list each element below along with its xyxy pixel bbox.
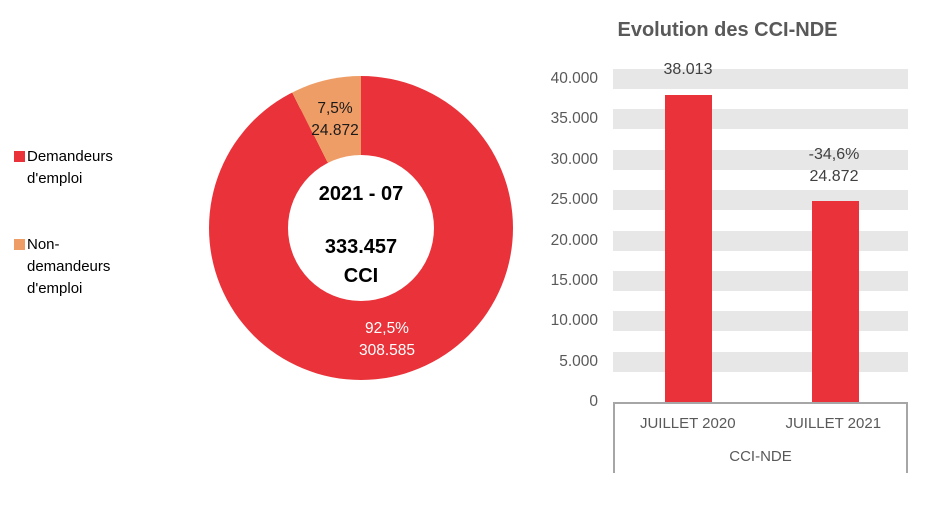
bar-data-label-2020: 38.013 [638,59,738,81]
bar-value-2021: 24.872 [809,168,859,185]
y-tick-label: 35.000 [550,110,598,128]
slice-value-demandeurs: 308.585 [358,342,416,359]
slice-label-non-demandeurs: 7,5% 24.872 [280,98,390,142]
donut-chart: 2021 - 07 333.457 CCI [209,76,513,380]
bar-juillet-2020 [665,95,712,402]
bar-chart-title: Evolution des CCI-NDE [617,19,838,41]
bar-plot-area [613,0,908,402]
grid-band [613,230,908,251]
legend-swatch-non-demandeurs [14,239,25,250]
bar-delta-2021: -34,6% [808,146,860,163]
bar-juillet-2021 [812,201,859,402]
y-tick-label: 10.000 [550,312,598,330]
grid-band [613,109,908,130]
y-tick-label: 5.000 [559,352,598,370]
category-label-juillet-2021: JUILLET 2021 [785,415,882,432]
axis-group-label: CCI-NDE [729,448,792,465]
slice-pct-non-demandeurs: 7,5% [317,100,353,117]
donut-center-total: 333.457 [324,236,398,258]
category-axis-box: JUILLET 2020 JUILLET 2021 CCI-NDE [613,402,908,473]
donut-center-unit: CCI [343,265,379,287]
legend-label-non-demandeurs: Non- demandeurs d'emploi [27,236,111,297]
legend-item-non-demandeurs: Non- demandeurs d'emploi [14,234,110,300]
bar-data-label-2021: -34,6% 24.872 [784,144,884,188]
grid-band [613,311,908,332]
y-tick-label: 30.000 [550,150,598,168]
bar-value-2020: 38.013 [663,61,713,78]
y-tick-label: 15.000 [550,271,598,289]
slice-label-demandeurs: 92,5% 308.585 [332,318,442,362]
y-axis-labels: 40.000 35.000 30.000 25.000 20.000 15.000 10.0… [520,0,598,420]
grid-band [613,270,908,291]
y-tick-label: 20.000 [550,231,598,249]
grid-band [613,190,908,211]
category-labels: JUILLET 2020 JUILLET 2021 [615,415,906,433]
legend-item-demandeurs: Demandeurs d'emploi [14,146,113,190]
grid-band [613,69,908,89]
y-tick-label: 0 [589,393,598,410]
category-label-juillet-2020: JUILLET 2020 [639,415,736,432]
y-tick-label: 25.000 [550,191,598,209]
grid-band [613,351,908,372]
legend-label-demandeurs: Demandeurs d'emploi [27,148,113,187]
donut-center-period: 2021 - 07 [318,183,404,205]
slice-value-non-demandeurs: 24.872 [311,122,359,139]
y-tick-label: 40.000 [550,70,598,87]
legend-swatch-demandeurs [14,151,25,162]
donut-center: 2021 - 07 333.457 CCI [288,155,434,301]
slice-pct-demandeurs: 92,5% [365,320,409,337]
